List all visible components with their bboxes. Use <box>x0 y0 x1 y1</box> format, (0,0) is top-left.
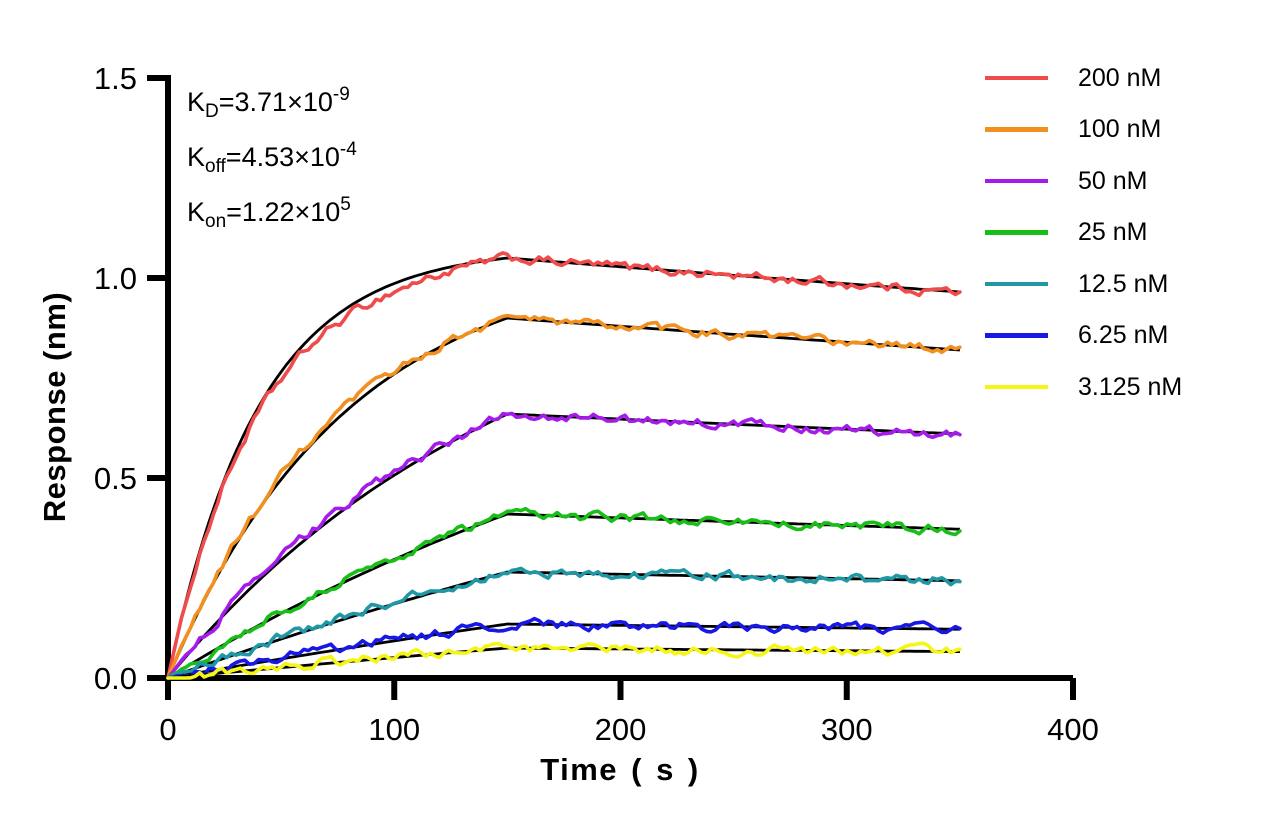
x-tick-label: 100 <box>368 712 420 747</box>
kd-exponent: -9 <box>332 84 350 105</box>
x-tick-label: 0 <box>159 712 176 747</box>
x-tick-label: 400 <box>1047 712 1099 747</box>
x-axis-title: Time ( s ) <box>540 752 700 787</box>
kon-annotation: Kon=1.22×105 <box>187 186 357 241</box>
legend-label: 3.125 nM <box>1078 372 1183 401</box>
legend-color-line <box>985 281 1048 287</box>
legend-color-line <box>985 75 1048 81</box>
legend-color-line <box>985 333 1048 338</box>
legend-label: 6.25 nM <box>1078 321 1169 349</box>
legend-item: 6.25 nM <box>985 322 1182 350</box>
curve-data-25-nm <box>166 506 962 680</box>
kon-exponent: 5 <box>340 194 351 215</box>
x-tick-label: 300 <box>821 712 873 747</box>
kon-subscript: on <box>205 211 227 232</box>
koff-value: =4.53×10 <box>225 142 340 172</box>
legend-color-line <box>985 127 1048 132</box>
kinetics-annotations: KD=3.71×10-9 Koff=4.53×10-4 Kon=1.22×105 <box>187 76 357 241</box>
kon-symbol: K <box>187 197 206 227</box>
y-tick-label: 0.5 <box>94 461 137 496</box>
legend-color-line <box>985 178 1048 184</box>
koff-exponent: -4 <box>339 139 357 160</box>
curve-fit-50-nm <box>166 412 960 679</box>
curve-data-200-nm <box>166 251 962 680</box>
kd-symbol: K <box>187 87 206 117</box>
legend-item: 100 nM <box>985 116 1182 144</box>
koff-subscript: off <box>205 156 226 177</box>
legend-item: 200 nM <box>985 64 1182 92</box>
legend-label: 50 nM <box>1078 166 1148 195</box>
kd-subscript: D <box>205 101 219 122</box>
curve-data-3.125-nm <box>166 641 962 680</box>
legend-item: 12.5 nM <box>985 270 1182 298</box>
legend-item: 3.125 nM <box>985 373 1182 401</box>
legend-item: 25 nM <box>985 219 1182 247</box>
koff-symbol: K <box>187 142 206 172</box>
curve-data-12.5-nm <box>166 566 962 680</box>
kd-annotation: KD=3.71×10-9 <box>187 76 357 131</box>
kd-value: =3.71×10 <box>218 87 333 117</box>
legend-label: 12.5 nM <box>1078 269 1169 298</box>
legend-label: 200 nM <box>1078 63 1162 92</box>
legend-color-line <box>985 384 1048 390</box>
curve-data-100-nm <box>166 313 962 680</box>
legend-item: 50 nM <box>985 167 1182 195</box>
koff-annotation: Koff=4.53×10-4 <box>187 131 357 186</box>
y-axis-title: Response (nm) <box>37 291 72 523</box>
legend-label: 100 nM <box>1078 115 1162 143</box>
kon-value: =1.22×10 <box>226 197 341 227</box>
curve-data-6.25-nm <box>166 616 962 680</box>
y-tick-label: 1.5 <box>94 61 137 96</box>
x-tick-label: 200 <box>595 712 647 747</box>
y-tick-label: 1.0 <box>94 261 137 296</box>
curve-data-50-nm <box>166 411 962 680</box>
y-tick-label: 0.0 <box>94 661 137 696</box>
legend: 200 nM 100 nM 50 nM 25 nM 12.5 nM 6.25 nM 3.12… <box>985 64 1182 425</box>
legend-color-line <box>985 230 1048 235</box>
legend-label: 25 nM <box>1078 218 1148 246</box>
